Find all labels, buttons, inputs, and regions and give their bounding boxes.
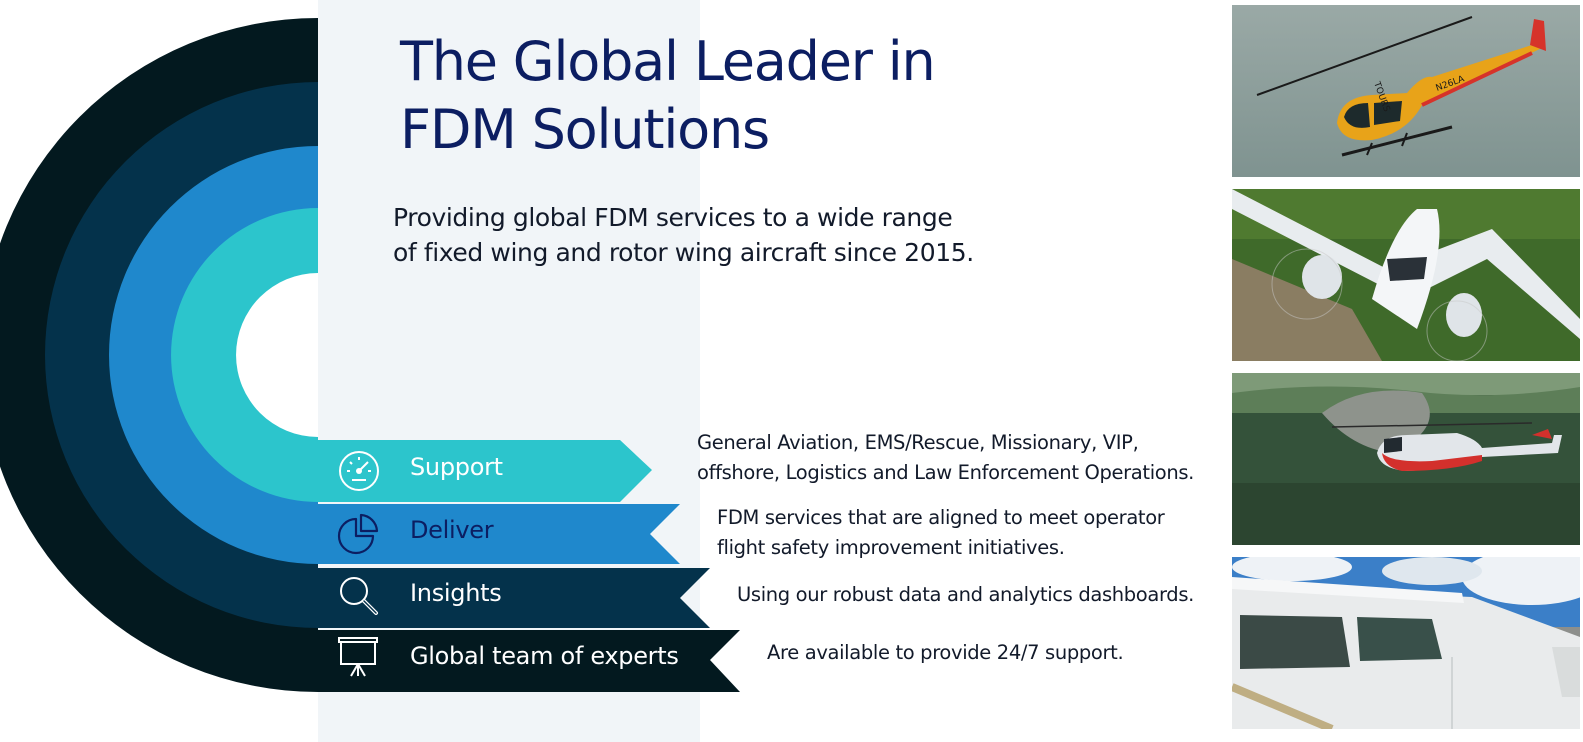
page-subtitle: Providing global FDM services to a wide … [393, 200, 1033, 270]
band-label-global-team: Global team of experts [410, 642, 679, 670]
title-line-1: The Global Leader in [400, 30, 936, 93]
desc-deliver: FDM services that are aligned to meet op… [717, 503, 1165, 563]
gauge-icon [339, 451, 379, 491]
desc-support: General Aviation, EMS/Rescue, Missionary… [697, 428, 1194, 488]
subtitle-line-1: Providing global FDM services to a wide … [393, 203, 953, 232]
desc-insights: Using our robust data and analytics dash… [737, 580, 1194, 610]
photo-orange-helicopter: TOURS N26LA [1232, 5, 1580, 177]
magnifier-icon [340, 577, 378, 615]
arc-inner-hole [236, 273, 318, 437]
page-title: The Global Leader in FDM Solutions [400, 28, 1080, 164]
band-label-deliver: Deliver [410, 516, 494, 544]
pie-chart-icon [337, 513, 379, 555]
title-line-2: FDM Solutions [400, 98, 770, 161]
desc-global-team: Are available to provide 24/7 support. [767, 638, 1124, 668]
concentric-arc-graphic [0, 18, 740, 692]
desc-support-line-2: offshore, Logistics and Law Enforcement … [697, 461, 1195, 484]
band-label-support: Support [410, 453, 503, 481]
desc-insights-line-1: Using our robust data and analytics dash… [737, 583, 1194, 606]
photo-cessna-closeup [1232, 557, 1580, 729]
presentation-board-icon [338, 637, 378, 677]
band-label-insights: Insights [410, 579, 502, 607]
desc-support-line-1: General Aviation, EMS/Rescue, Missionary… [697, 431, 1139, 454]
subtitle-line-2: of fixed wing and rotor wing aircraft si… [393, 238, 974, 267]
desc-deliver-line-1: FDM services that are aligned to meet op… [717, 506, 1165, 529]
desc-global-team-line-1: Are available to provide 24/7 support. [767, 641, 1124, 664]
desc-deliver-line-2: flight safety improvement initiatives. [717, 536, 1065, 559]
photo-rescue-helicopter [1232, 373, 1580, 545]
photo-twin-engine-plane [1232, 189, 1580, 361]
